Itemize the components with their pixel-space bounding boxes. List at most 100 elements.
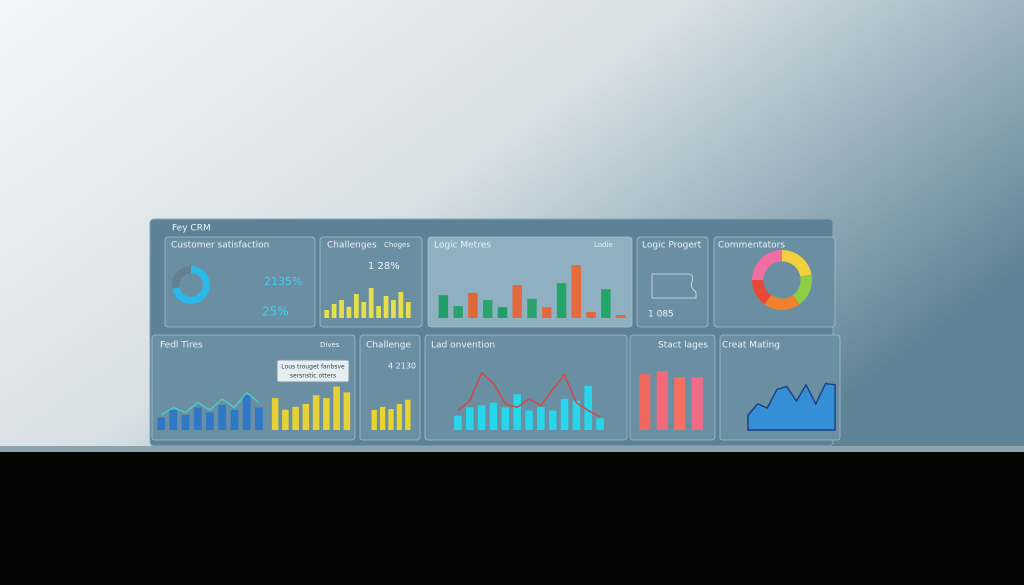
bar	[542, 307, 552, 318]
bar	[512, 285, 522, 318]
bar	[396, 403, 403, 430]
bar	[501, 407, 510, 430]
bar	[513, 394, 521, 430]
bar	[465, 407, 474, 430]
bar	[388, 409, 394, 430]
bar	[282, 409, 289, 430]
bar	[548, 410, 557, 430]
panel	[164, 236, 316, 328]
sketch	[651, 273, 697, 299]
bar	[324, 310, 330, 318]
bar	[169, 410, 178, 430]
bar	[537, 407, 545, 430]
tooltip	[276, 359, 350, 383]
bar	[596, 418, 604, 430]
panel-text: 1 28%	[368, 261, 400, 272]
bar	[584, 385, 593, 430]
panel-text: Lodie	[594, 241, 613, 249]
bar	[560, 398, 569, 430]
panel-title: Stact lages	[658, 341, 708, 351]
panel-text: 1 085	[648, 310, 674, 320]
bar	[656, 371, 668, 430]
bar	[371, 409, 377, 430]
panel	[636, 236, 709, 328]
app-title: Fey CRM	[172, 224, 211, 234]
donut-segment	[172, 266, 211, 305]
donut-segment	[764, 295, 800, 310]
panel-title: Logic Progert	[642, 241, 702, 251]
bar	[343, 392, 351, 430]
bar	[615, 315, 626, 318]
bar	[230, 410, 239, 430]
bar	[454, 415, 462, 430]
bar	[379, 406, 386, 430]
bar	[453, 306, 463, 318]
panel-title: Lad onvention	[431, 341, 495, 351]
line	[457, 371, 601, 418]
bar	[639, 374, 651, 430]
bar	[368, 288, 374, 318]
bar	[571, 265, 582, 318]
bar	[525, 410, 533, 430]
bar	[333, 386, 340, 430]
bar	[383, 296, 389, 318]
bar	[572, 400, 581, 430]
bar	[361, 302, 367, 318]
panel-text: 2135%	[264, 275, 302, 288]
bar	[601, 289, 611, 318]
panel-title: Creat Mating	[722, 341, 780, 351]
desk-edge	[0, 446, 1024, 452]
bar	[292, 406, 299, 430]
bar	[331, 304, 337, 318]
panel-title: Logic Metres	[434, 241, 491, 251]
bar	[405, 399, 411, 430]
donut-segment	[752, 250, 782, 280]
panel-text: 4 2130	[388, 362, 416, 371]
bar	[323, 398, 330, 430]
bar	[398, 292, 404, 318]
bar	[242, 395, 251, 430]
bar	[157, 417, 166, 430]
panel-text: Lous trouget fanbsve	[281, 364, 345, 371]
bar	[181, 415, 190, 430]
panel-text: Choges	[384, 241, 410, 249]
donut-segment	[752, 280, 772, 305]
bar	[586, 312, 596, 318]
bar	[302, 403, 310, 430]
bar	[438, 295, 449, 318]
panel-title: Customer satisfaction	[171, 241, 269, 251]
bar	[556, 283, 567, 318]
panel-text: 25%	[262, 305, 289, 319]
bar	[376, 306, 381, 318]
panel	[713, 236, 836, 328]
floor	[0, 452, 1024, 585]
bar	[527, 298, 537, 318]
bar	[254, 407, 263, 430]
bar	[477, 405, 486, 430]
panel-text: Dives	[320, 341, 340, 349]
bar	[674, 377, 686, 430]
donut-segment	[172, 266, 191, 289]
bar	[489, 402, 498, 430]
panel-title: Challenges	[327, 241, 377, 251]
bar	[391, 300, 396, 318]
panel-title: Commentators	[718, 241, 785, 251]
bar	[482, 300, 493, 318]
bar	[271, 398, 279, 430]
panel-text: sersnstic otters	[290, 373, 336, 380]
bar	[206, 412, 214, 430]
bar	[497, 307, 508, 318]
bar	[339, 300, 344, 318]
bar	[312, 395, 320, 430]
bar	[691, 377, 703, 430]
bar	[405, 302, 411, 318]
panel-title: Fedl Tires	[160, 341, 203, 351]
donut-segment	[782, 250, 812, 277]
line	[160, 391, 260, 416]
panels: Customer satisfaction 2135% 25% Challenges C…	[151, 236, 841, 441]
bar	[218, 405, 227, 430]
panel-title: Challenge	[366, 341, 411, 351]
bar	[354, 294, 359, 318]
